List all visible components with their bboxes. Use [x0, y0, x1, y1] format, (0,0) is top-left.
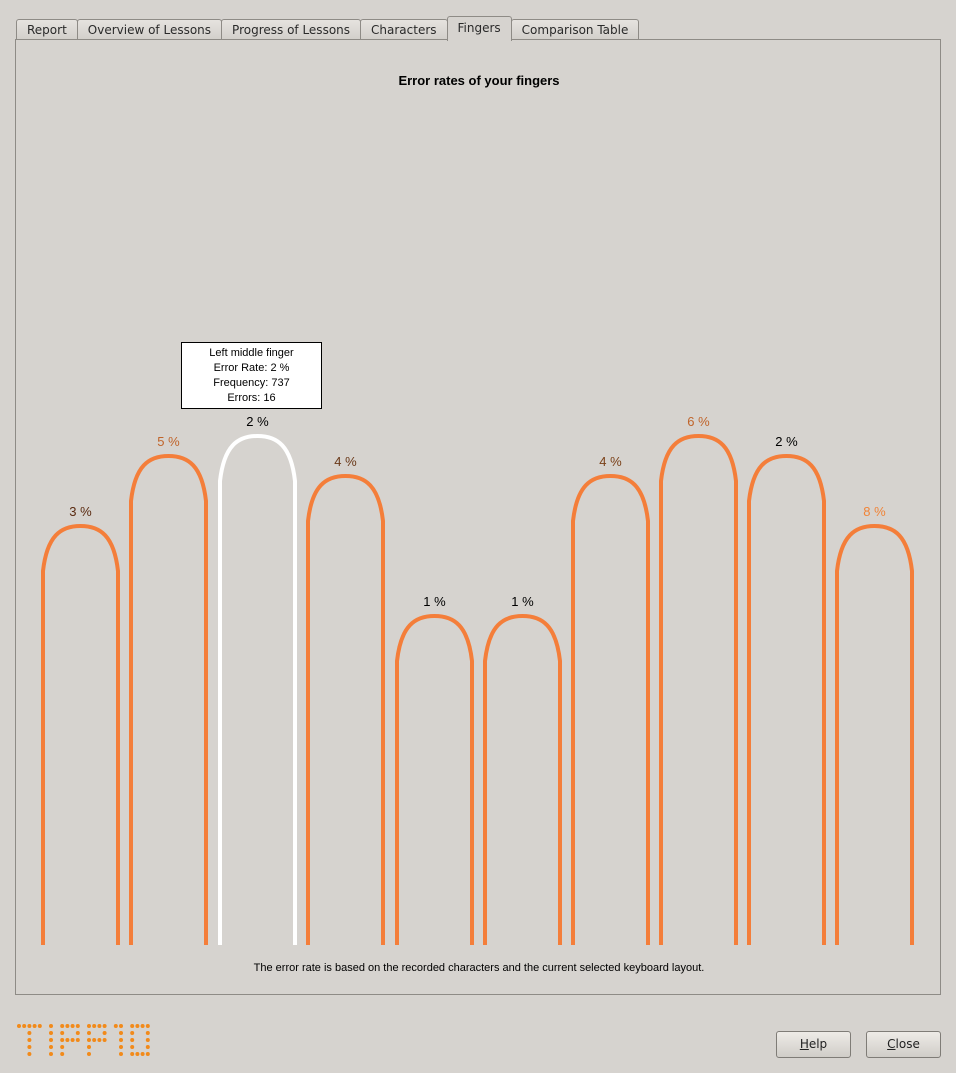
- tooltip-finger-name: Left middle finger: [209, 347, 294, 359]
- finger-error-label-5: 1 %: [511, 594, 534, 609]
- tab-progress-of-lessons[interactable]: Progress of Lessons: [221, 19, 362, 40]
- finger-error-label-2: 2 %: [246, 414, 269, 429]
- finger-error-label-9: 8 %: [863, 504, 886, 519]
- finger-error-label-7: 6 %: [687, 414, 710, 429]
- finger-error-label-3: 4 %: [334, 454, 357, 469]
- finger-error-chart: Error rates of your fingers 3 % 5 % 2 % 4 %…: [41, 73, 914, 974]
- finger-arch-8[interactable]: [747, 453, 826, 945]
- tooltip-error-rate: Error Rate: 2 %: [213, 362, 290, 374]
- finger-error-label-6: 4 %: [599, 454, 622, 469]
- finger-error-label-8: 2 %: [775, 434, 798, 449]
- tab-fingers[interactable]: Fingers: [446, 16, 512, 41]
- tipp10-logo: [17, 1024, 150, 1056]
- finger-arch-5[interactable]: [483, 613, 562, 945]
- fingers-panel: Error rates of your fingers 3 % 5 % 2 % 4 %…: [15, 39, 941, 995]
- finger-arch-4[interactable]: [395, 613, 474, 945]
- finger-arch-7[interactable]: [659, 433, 738, 945]
- finger-error-label-0: 3 %: [69, 504, 92, 519]
- tab-characters[interactable]: Characters: [360, 19, 448, 40]
- finger-arch-3[interactable]: [306, 473, 385, 945]
- finger-arch-1[interactable]: [129, 453, 208, 945]
- tab-report[interactable]: Report: [16, 19, 78, 40]
- tooltip-frequency: Frequency: 737: [213, 377, 290, 389]
- finger-error-label-4: 1 %: [423, 594, 446, 609]
- finger-error-label-1: 5 %: [157, 434, 180, 449]
- finger-arch-6[interactable]: [571, 473, 650, 945]
- chart-footnote: The error rate is based on the recorded …: [254, 962, 705, 974]
- tooltip-errors: Errors: 16: [227, 392, 276, 404]
- finger-arch-9[interactable]: [835, 523, 914, 945]
- help-button[interactable]: Help: [776, 1031, 851, 1058]
- chart-title: Error rates of your fingers: [398, 73, 559, 88]
- tab-comparison-table[interactable]: Comparison Table: [510, 19, 640, 40]
- finger-tooltip: Left middle finger Error Rate: 2 % Frequ…: [181, 342, 322, 409]
- tab-bar: Report Overview of Lessons Progress of L…: [16, 15, 640, 41]
- finger-arch-0[interactable]: [41, 523, 120, 945]
- tab-overview-of-lessons[interactable]: Overview of Lessons: [76, 19, 223, 40]
- close-button[interactable]: Close: [866, 1031, 941, 1058]
- finger-arch-2[interactable]: [218, 433, 297, 945]
